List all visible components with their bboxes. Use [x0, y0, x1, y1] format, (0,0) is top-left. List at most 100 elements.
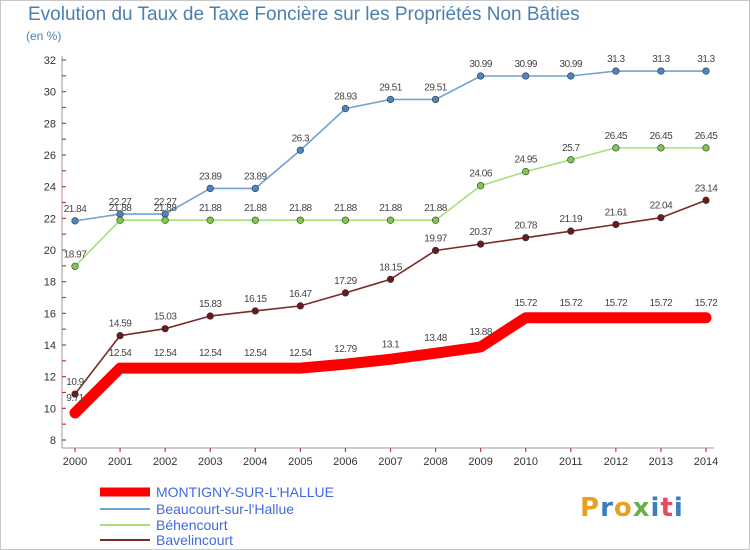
data-point: [206, 312, 214, 320]
data-point: [702, 196, 710, 204]
x-tick-label: 2014: [694, 456, 718, 468]
data-point: [386, 216, 395, 224]
data-label: 15.72: [605, 298, 628, 309]
axes: 8 10 12 14 16 18 20 22 24 26 28 30 32 2000 2001 2002 200…: [44, 55, 718, 468]
data-point: [702, 144, 710, 152]
data-label: 13.1: [382, 339, 400, 350]
data-point: [431, 95, 440, 104]
data-point: [70, 407, 80, 418]
data-point: [610, 312, 621, 323]
data-label: 16.15: [244, 294, 267, 305]
logo-letter: i: [650, 493, 661, 523]
data-point: [71, 262, 79, 270]
data-point: [477, 72, 485, 80]
data-point: [161, 325, 169, 333]
logo-letter: P: [580, 493, 601, 523]
data-label: 30.99: [469, 59, 492, 70]
series-lines: [69, 67, 712, 419]
data-label: 26.3: [292, 133, 310, 144]
data-label: 19.97: [424, 233, 447, 244]
data-point: [71, 390, 79, 398]
data-point: [657, 144, 665, 152]
proxiti-logo: Proxiti: [580, 493, 684, 523]
y-tick-label: 8: [50, 435, 56, 447]
data-label: 16.47: [289, 289, 312, 300]
x-tick-label: 2010: [513, 456, 537, 468]
y-tick-label: 22: [44, 213, 56, 225]
x-tick-label: 2007: [378, 456, 402, 468]
data-point: [702, 67, 710, 75]
data-point: [296, 302, 304, 310]
data-label: 23.14: [695, 183, 718, 194]
data-label: 17.29: [334, 276, 357, 287]
data-point: [250, 363, 261, 374]
data-point: [71, 217, 79, 225]
data-point: [385, 354, 396, 365]
legend-label: MONTIGNY-SUR-L'HALLUE: [156, 484, 334, 500]
data-label: 21.88: [109, 203, 132, 214]
y-tick-label: 18: [44, 277, 56, 289]
data-label: 22.27: [109, 197, 132, 208]
y-tick-label: 28: [44, 118, 56, 130]
data-point: [431, 216, 440, 224]
logo-letter: r: [600, 493, 614, 523]
legend: MONTIGNY-SUR-L'HALLUEBeaucourt-sur-l'Hal…: [100, 484, 334, 548]
data-labels: 21.84 22.27 22.27 23.89 23.89 26.3 28.93 29.51 2…: [64, 54, 719, 404]
data-point: [657, 67, 665, 75]
data-label: 12.54: [199, 348, 222, 359]
data-label: 29.51: [424, 82, 447, 93]
data-point: [386, 95, 395, 104]
x-tick-label: 2005: [288, 456, 312, 468]
data-point: [251, 184, 259, 193]
data-point: [205, 363, 216, 374]
x-tick-label: 2011: [559, 456, 583, 468]
data-point: [341, 105, 350, 113]
data-label: 25.7: [562, 143, 580, 154]
data-label: 12.54: [109, 348, 132, 359]
data-point: [115, 363, 126, 374]
data-point: [386, 275, 395, 283]
series-line-0: [69, 312, 712, 419]
logo-letter: t: [660, 493, 674, 523]
data-point: [160, 363, 171, 374]
data-label: 15.72: [695, 298, 718, 309]
data-label: 21.88: [379, 203, 402, 214]
data-point: [565, 312, 576, 323]
data-point: [477, 182, 485, 190]
data-point: [341, 216, 350, 224]
data-label: 26.45: [605, 131, 628, 142]
data-label: 13.48: [424, 333, 447, 344]
data-label: 10.9: [66, 377, 84, 388]
data-point: [430, 348, 441, 359]
data-label: 12.79: [334, 344, 357, 355]
data-label: 26.45: [695, 131, 718, 142]
data-point: [522, 72, 530, 80]
data-label: 22.27: [154, 197, 177, 208]
data-label: 23.89: [199, 171, 222, 182]
data-label: 13.88: [469, 327, 492, 338]
data-label: 21.88: [199, 203, 222, 214]
data-point: [612, 220, 620, 229]
data-point: [522, 234, 530, 242]
data-label: 21.88: [289, 203, 312, 214]
data-label: 31.3: [607, 54, 625, 65]
data-point: [520, 312, 531, 323]
data-label: 15.72: [514, 298, 537, 309]
data-point: [340, 359, 351, 370]
data-label: 31.3: [697, 54, 715, 65]
data-point: [567, 227, 575, 235]
data-label: 18.15: [379, 262, 402, 273]
x-tick-label: 2009: [468, 456, 492, 468]
data-point: [612, 67, 620, 75]
data-label: 15.72: [560, 298, 583, 309]
x-tick-label: 2006: [333, 456, 357, 468]
y-tick-label: 26: [44, 150, 56, 162]
data-point: [475, 341, 486, 352]
y-tick-label: 24: [44, 182, 56, 194]
x-tick-label: 2000: [63, 456, 87, 468]
data-label: 29.51: [379, 82, 402, 93]
x-tick-label: 2008: [423, 456, 447, 468]
data-label: 12.54: [244, 348, 267, 359]
data-label: 26.45: [650, 131, 673, 142]
